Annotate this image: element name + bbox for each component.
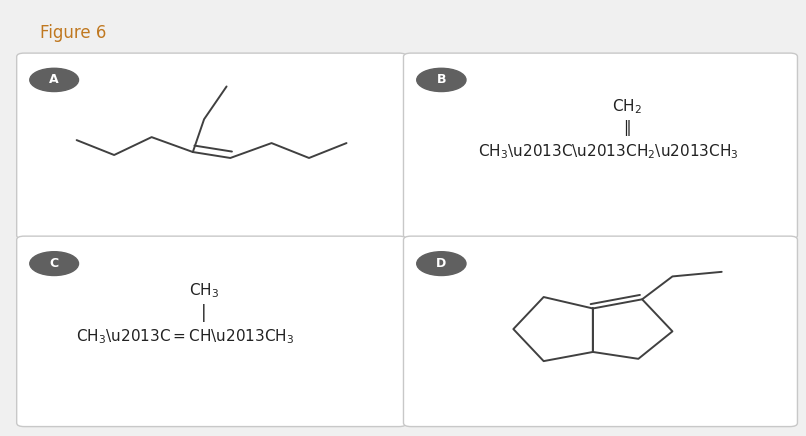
Text: Figure 6: Figure 6 xyxy=(40,24,106,42)
FancyBboxPatch shape xyxy=(17,236,406,426)
Text: $\Vert$: $\Vert$ xyxy=(623,118,631,138)
Text: CH$_3$\u2013C\u2013CH$_2$\u2013CH$_3$: CH$_3$\u2013C\u2013CH$_2$\u2013CH$_3$ xyxy=(478,142,738,161)
Text: CH$_3$: CH$_3$ xyxy=(189,282,219,300)
Circle shape xyxy=(417,68,466,92)
Circle shape xyxy=(30,252,78,276)
Circle shape xyxy=(30,68,78,92)
FancyBboxPatch shape xyxy=(404,236,797,426)
Text: D: D xyxy=(436,257,447,270)
Text: C: C xyxy=(50,257,59,270)
Circle shape xyxy=(417,252,466,276)
Text: A: A xyxy=(49,73,59,86)
Text: CH$_2$: CH$_2$ xyxy=(612,97,642,116)
FancyBboxPatch shape xyxy=(17,53,406,239)
FancyBboxPatch shape xyxy=(404,53,797,239)
Text: CH$_3$\u2013C$=$CH\u2013CH$_3$: CH$_3$\u2013C$=$CH\u2013CH$_3$ xyxy=(76,327,294,346)
Text: B: B xyxy=(437,73,446,86)
Text: |: | xyxy=(202,304,207,322)
